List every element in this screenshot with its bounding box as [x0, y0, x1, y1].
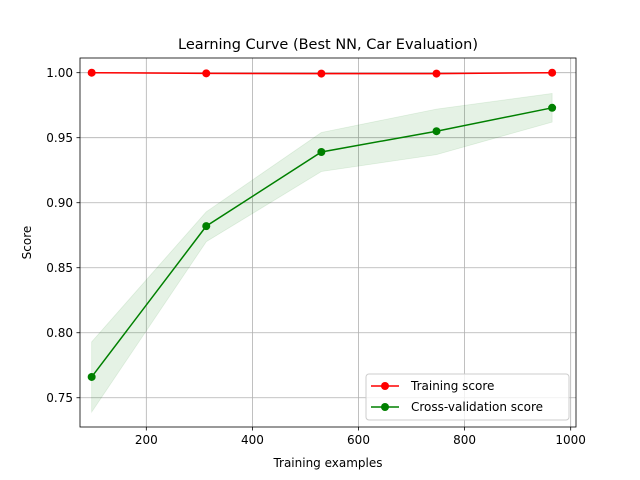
y-tick-label: 0.85	[46, 261, 73, 275]
cross-validation-score-point	[87, 372, 96, 381]
training-score-point	[87, 68, 96, 77]
cross-validation-score-point	[432, 127, 441, 136]
legend-label-training: Training score	[410, 379, 494, 393]
legend: Training score Cross-validation score	[365, 373, 570, 421]
y-axis-label: Score	[20, 226, 34, 260]
legend-marker-cross-validation	[381, 403, 389, 411]
plot-frame	[79, 57, 577, 428]
cross-validation-score-point	[317, 148, 326, 157]
y-tick-label: 0.90	[46, 196, 73, 210]
y-tick-label: 1.00	[46, 66, 73, 80]
x-tick-label: 400	[241, 433, 264, 447]
y-tick-label: 0.95	[46, 131, 73, 145]
chart-title: Learning Curve (Best NN, Car Evaluation)	[178, 37, 478, 53]
training-score-point	[202, 69, 211, 78]
x-tick-label: 1000	[555, 433, 586, 447]
legend-box	[365, 373, 570, 421]
legend-label-cross-validation: Cross-validation score	[411, 400, 543, 414]
x-tick-label: 600	[347, 433, 370, 447]
x-tick-label: 800	[453, 433, 476, 447]
training-score-point	[317, 69, 326, 78]
cross-validation-score-point	[548, 103, 557, 112]
cross-validation-score-point	[202, 222, 211, 231]
series-lines	[87, 68, 557, 381]
y-tick-label: 0.75	[46, 391, 73, 405]
training-score-point	[548, 68, 557, 77]
axis-ticks: 200 400 600 800 1000 0.75 0.80 0.85 0.90 0.95 1.00	[46, 66, 586, 447]
y-tick-label: 0.80	[46, 326, 73, 340]
x-tick-label: 200	[135, 433, 158, 447]
training-score-point	[432, 69, 441, 78]
cross-validation-score-band	[91, 93, 553, 414]
legend-marker-training	[381, 382, 389, 390]
x-axis-label: Training examples	[272, 456, 382, 470]
